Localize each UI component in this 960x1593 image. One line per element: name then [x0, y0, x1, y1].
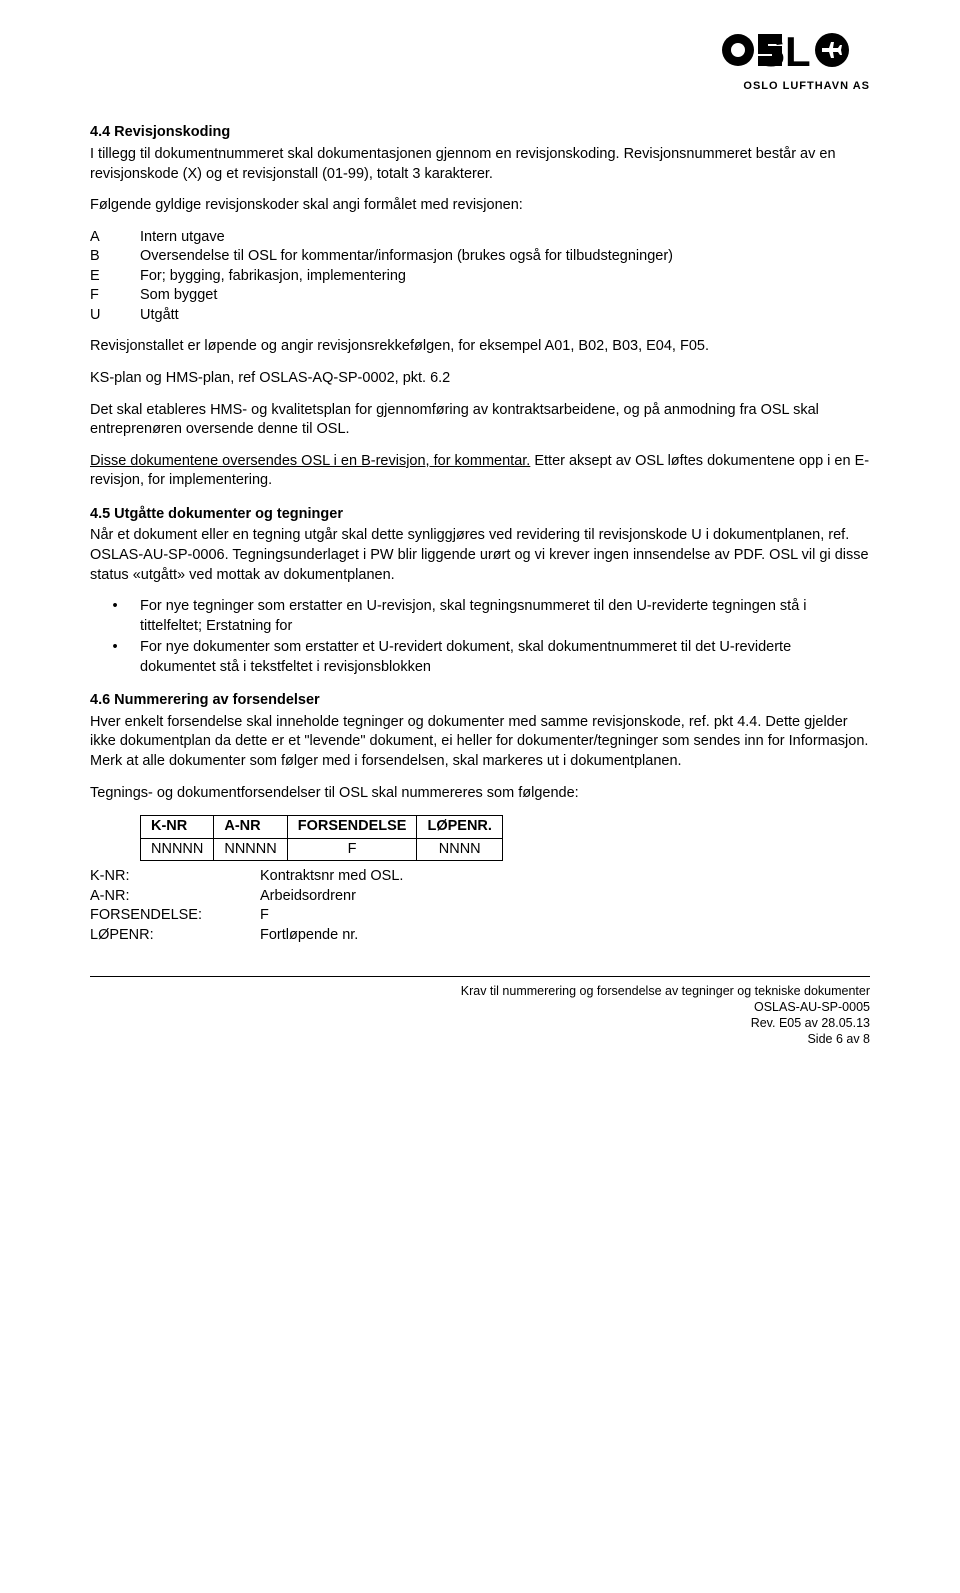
bullet-list: •For nye tegninger som erstatter en U-re… [90, 597, 870, 677]
bullet-icon: • [90, 638, 140, 677]
list-item: •For nye dokumenter som erstatter et U-r… [90, 638, 870, 677]
list-item: •For nye tegninger som erstatter en U-re… [90, 597, 870, 636]
svg-text:SL: SL [757, 30, 811, 70]
logo-block: SL OSLO LUFTHAVN AS [90, 30, 870, 93]
code-key: A [90, 228, 140, 248]
footer-line: Rev. E05 av 28.05.13 [90, 1015, 870, 1031]
page-footer: Krav til nummerering og forsendelse av t… [90, 976, 870, 1048]
revision-code-list: AIntern utgaveBOversendelse til OSL for … [90, 228, 870, 326]
table-cell: NNNNN [141, 838, 214, 861]
logo-subtitle: OSLO LUFTHAVN AS [90, 79, 870, 94]
definitions-list: K-NR:Kontraktsnr med OSL.A-NR:Arbeidsord… [90, 867, 870, 945]
paragraph: I tillegg til dokumentnummeret skal doku… [90, 145, 870, 184]
definition-value: Kontraktsnr med OSL. [260, 867, 403, 887]
definition-key: FORSENDELSE: [90, 906, 260, 926]
numbering-table: K-NR A-NR FORSENDELSE LØPENR. NNNNN NNNN… [140, 815, 503, 861]
code-value: Som bygget [140, 286, 870, 306]
paragraph: Det skal etableres HMS- og kvalitetsplan… [90, 401, 870, 440]
code-row: UUtgått [90, 306, 870, 326]
footer-line: Side 6 av 8 [90, 1031, 870, 1047]
code-row: FSom bygget [90, 286, 870, 306]
paragraph: Revisjonstallet er løpende og angir revi… [90, 337, 870, 357]
underlined-text: Disse dokumentene oversendes OSL i en B-… [90, 453, 530, 469]
code-value: Intern utgave [140, 228, 870, 248]
definition-key: K-NR: [90, 867, 260, 887]
paragraph: Hver enkelt forsendelse skal inneholde t… [90, 713, 870, 772]
footer-line: OSLAS-AU-SP-0005 [90, 999, 870, 1015]
paragraph: Disse dokumentene oversendes OSL i en B-… [90, 452, 870, 491]
paragraph: Tegnings- og dokumentforsendelser til OS… [90, 784, 870, 804]
table-row: NNNNN NNNNN F NNNN [141, 838, 503, 861]
definition-value: F [260, 906, 269, 926]
definition-row: K-NR:Kontraktsnr med OSL. [90, 867, 870, 887]
code-key: U [90, 306, 140, 326]
bullet-icon: • [90, 597, 140, 636]
code-row: EFor; bygging, fabrikasjon, implementeri… [90, 267, 870, 287]
heading-4-5: 4.5 Utgåtte dokumenter og tegninger [90, 505, 870, 525]
table-cell: NNNN [417, 838, 502, 861]
code-row: BOversendelse til OSL for kommentar/info… [90, 247, 870, 267]
code-key: E [90, 267, 140, 287]
code-value: For; bygging, fabrikasjon, implementerin… [140, 267, 870, 287]
code-row: AIntern utgave [90, 228, 870, 248]
table-header-row: K-NR A-NR FORSENDELSE LØPENR. [141, 816, 503, 839]
definition-row: A-NR:Arbeidsordrenr [90, 887, 870, 907]
definition-key: A-NR: [90, 887, 260, 907]
table-cell: F [287, 838, 417, 861]
definition-key: LØPENR: [90, 926, 260, 946]
definition-row: LØPENR:Fortløpende nr. [90, 926, 870, 946]
table-header: A-NR [214, 816, 287, 839]
table-header: LØPENR. [417, 816, 502, 839]
oslo-logo-icon: SL [720, 30, 870, 70]
table-cell: NNNNN [214, 838, 287, 861]
list-item-text: For nye tegninger som erstatter en U-rev… [140, 597, 870, 636]
code-value: Utgått [140, 306, 870, 326]
table-header: K-NR [141, 816, 214, 839]
footer-line: Krav til nummerering og forsendelse av t… [90, 983, 870, 999]
heading-4-4: 4.4 Revisjonskoding [90, 123, 870, 143]
definition-row: FORSENDELSE:F [90, 906, 870, 926]
list-item-text: For nye dokumenter som erstatter et U-re… [140, 638, 870, 677]
table-header: FORSENDELSE [287, 816, 417, 839]
code-value: Oversendelse til OSL for kommentar/infor… [140, 247, 870, 267]
definition-value: Fortløpende nr. [260, 926, 358, 946]
paragraph: Følgende gyldige revisjonskoder skal ang… [90, 196, 870, 216]
paragraph: Når et dokument eller en tegning utgår s… [90, 526, 870, 585]
definition-value: Arbeidsordrenr [260, 887, 356, 907]
heading-4-6: 4.6 Nummerering av forsendelser [90, 691, 870, 711]
paragraph: KS-plan og HMS-plan, ref OSLAS-AQ-SP-000… [90, 369, 870, 389]
code-key: F [90, 286, 140, 306]
code-key: B [90, 247, 140, 267]
